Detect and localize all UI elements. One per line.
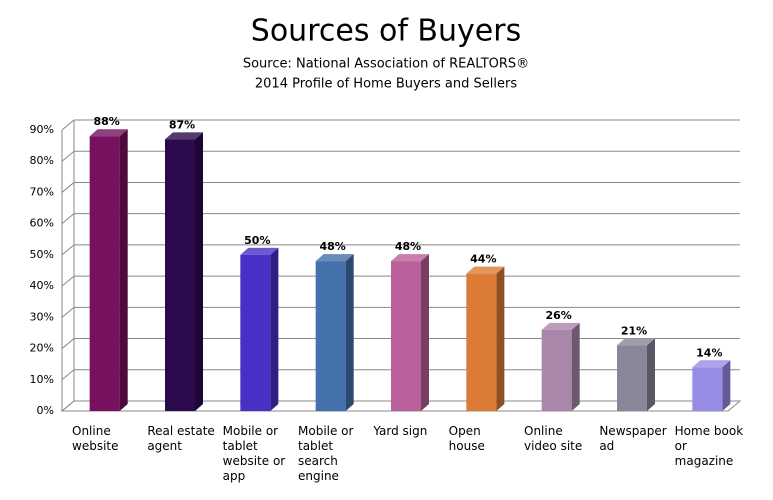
bar-top xyxy=(240,247,279,255)
bar-top-shade xyxy=(240,247,279,255)
y-tick-label: 20% xyxy=(30,342,54,355)
bar-top xyxy=(617,338,655,346)
bar xyxy=(391,261,421,411)
bar-side-shade xyxy=(571,322,580,411)
bar xyxy=(541,329,572,411)
bar-side-shade xyxy=(421,254,429,411)
chart-title: Sources of Buyers xyxy=(251,14,521,49)
value-label: 21% xyxy=(621,324,647,337)
bar-side-shade xyxy=(270,247,279,411)
x-tick-label: Mobile or tablet website or app xyxy=(222,424,286,483)
x-tick-label: Real estate agent xyxy=(147,424,215,453)
bar-top xyxy=(89,129,128,137)
bar-top-shade xyxy=(541,322,580,330)
bar-side-shade xyxy=(195,132,203,411)
bar xyxy=(466,273,497,411)
grid-diagonal xyxy=(61,182,75,193)
bar-side xyxy=(647,338,655,411)
grid-diagonal xyxy=(61,338,75,349)
y-tick-label: 0% xyxy=(37,404,54,417)
bar-top-shade xyxy=(391,254,429,262)
bar-side-shade xyxy=(496,266,505,411)
bar-top xyxy=(541,322,580,330)
y-tick-label: 10% xyxy=(30,373,54,386)
value-label: 48% xyxy=(395,240,421,253)
bar-top-shade xyxy=(617,338,655,346)
bar-side xyxy=(345,254,354,411)
bar-side-shade xyxy=(647,338,655,411)
y-tick-label: 30% xyxy=(30,310,54,323)
bar-top-shade xyxy=(165,132,203,140)
x-tick-label: Yard sign xyxy=(373,424,428,438)
grid-diagonal xyxy=(61,369,75,381)
bar-side xyxy=(571,322,580,411)
value-label: 88% xyxy=(93,115,119,128)
x-tick-label: Newspaper ad xyxy=(599,424,667,453)
grid-diagonal xyxy=(61,244,75,256)
grid-diagonal xyxy=(61,306,75,318)
value-label: 48% xyxy=(319,240,345,253)
grid-diagonal xyxy=(61,275,75,287)
bar-side xyxy=(270,247,279,411)
y-tick-label: 40% xyxy=(30,279,54,292)
bar-top xyxy=(391,254,429,262)
y-tick-label: 50% xyxy=(30,248,54,261)
bar-side-shade xyxy=(119,129,128,411)
bar-top-shade xyxy=(315,254,354,262)
value-label: 14% xyxy=(696,346,722,359)
bar-top-shade xyxy=(692,360,731,368)
bar-top-shade xyxy=(89,129,128,137)
bar-side xyxy=(195,132,203,411)
bar xyxy=(165,139,195,411)
grid-diagonal xyxy=(61,400,75,412)
value-label: 26% xyxy=(545,309,571,322)
bar xyxy=(692,367,723,411)
y-tick-label: 70% xyxy=(30,185,54,198)
grid-diagonal xyxy=(61,150,75,162)
bar-side xyxy=(496,266,505,411)
x-tick-label: Online video site xyxy=(524,424,583,453)
chart-subtitle: 2014 Profile of Home Buyers and Sellers xyxy=(255,77,517,92)
bar xyxy=(240,254,271,411)
value-label: 50% xyxy=(244,234,270,247)
x-tick-label: Mobile or tablet search engine xyxy=(298,424,354,483)
bar-top xyxy=(692,360,731,368)
bar-side-shade xyxy=(345,254,354,411)
bar-top xyxy=(315,254,354,262)
value-label: 44% xyxy=(470,253,496,266)
bar-side xyxy=(421,254,429,411)
bar xyxy=(617,345,647,411)
bar-top-shade xyxy=(466,266,505,274)
bar-top xyxy=(466,266,505,274)
value-label: 87% xyxy=(169,118,195,131)
y-tick-label: 60% xyxy=(30,217,54,230)
x-tick-label: Online website xyxy=(72,424,119,453)
x-tick-label: Open house xyxy=(448,424,485,453)
bar-side xyxy=(722,360,731,411)
grid-diagonal xyxy=(61,119,75,131)
x-tick-label: Home book or magazine xyxy=(674,424,744,468)
y-tick-label: 90% xyxy=(30,123,54,136)
bar xyxy=(315,261,346,411)
bar xyxy=(89,136,120,411)
bar-side xyxy=(119,129,128,411)
bar-top xyxy=(165,132,203,140)
bar-side-shade xyxy=(722,360,731,411)
y-tick-label: 80% xyxy=(30,154,54,167)
chart-subtitle: Source: National Association of REALTORS… xyxy=(243,57,529,72)
grid-diagonal xyxy=(61,213,75,225)
